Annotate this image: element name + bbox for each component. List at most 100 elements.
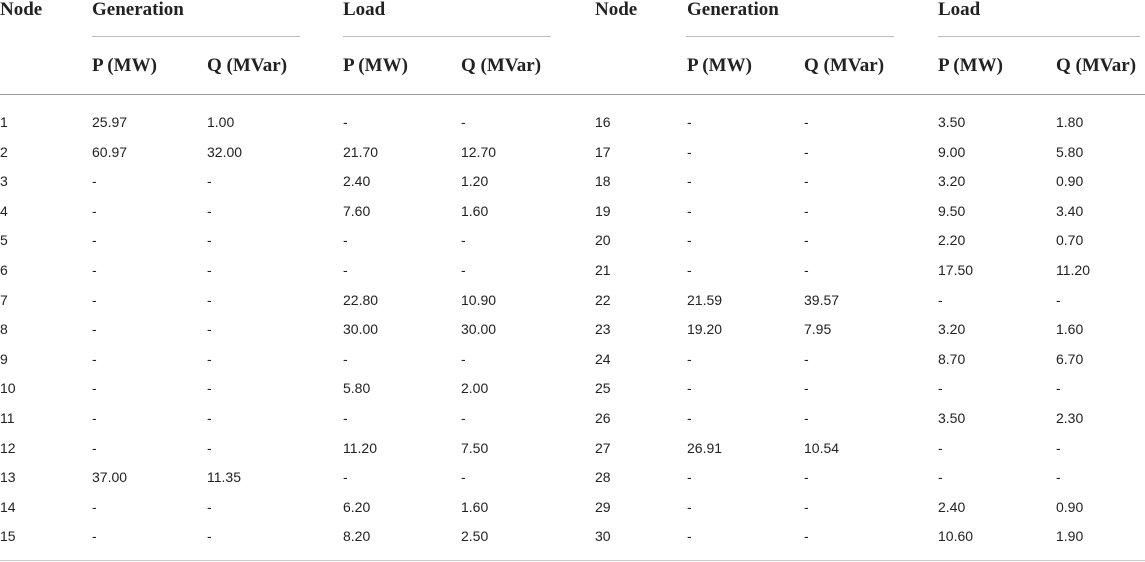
table-cell: 7.60 [343, 202, 371, 219]
table-cell: 2.30 [1056, 410, 1084, 426]
table-cell: 17.50 [938, 262, 974, 278]
table-cell: - [92, 350, 97, 367]
table-cell: 25.97 [92, 114, 128, 130]
table-cell: 21.70 [343, 143, 379, 160]
table-cell: - [92, 498, 97, 515]
column-header: Node [595, 0, 638, 20]
table-cell: - [804, 528, 809, 545]
table-cell: - [804, 232, 809, 249]
table-cell: - [687, 232, 692, 249]
table-cell: - [461, 262, 466, 278]
column-header: Load [343, 0, 386, 20]
table-cell: 20 [595, 232, 611, 249]
table-cell: 7 [0, 291, 8, 308]
header-rule [0, 94, 1145, 95]
table-cell: - [804, 469, 809, 486]
table-cell: 2.00 [461, 380, 489, 397]
group-rule [938, 36, 1140, 37]
table-cell: 9.50 [938, 202, 966, 219]
sub-header: P (MW) [343, 55, 408, 76]
table-cell: 3 [0, 173, 8, 190]
table-cell: 8 [0, 321, 8, 338]
table-cell: 29 [595, 498, 611, 515]
table-cell: - [343, 114, 348, 130]
table-cell: - [343, 262, 348, 278]
table-cell: 1.20 [461, 173, 489, 190]
table-cell: - [687, 262, 692, 278]
column-header: Generation [687, 0, 779, 20]
table-cell: 27 [595, 439, 611, 456]
table-cell: 0.70 [1056, 232, 1084, 249]
table-cell: - [92, 439, 97, 456]
sub-header: Q (MVar) [207, 55, 288, 76]
table-cell: 11.35 [207, 469, 241, 486]
table-cell: 6.70 [1056, 350, 1084, 367]
table-cell: - [207, 439, 212, 456]
table-cell: - [207, 528, 212, 545]
table-cell: - [343, 232, 348, 249]
table-cell: 30.00 [343, 321, 379, 338]
table-cell: - [207, 321, 212, 338]
table-cell: - [1056, 380, 1061, 397]
sub-header: P (MW) [938, 55, 1003, 76]
table-cell: 7.95 [804, 321, 832, 338]
table-cell: - [804, 143, 809, 160]
table-cell: 30.00 [461, 321, 497, 338]
table-cell: - [461, 469, 466, 486]
table-cell: - [92, 173, 97, 190]
table-cell: - [938, 439, 943, 456]
table-cell: - [938, 380, 943, 397]
table-cell: 3.20 [938, 173, 966, 190]
table-cell: 30 [595, 528, 611, 545]
table-cell: 10.60 [938, 528, 974, 545]
table-cell: 3.50 [938, 114, 966, 130]
table-cell: - [92, 380, 97, 397]
table-cell: - [687, 498, 692, 515]
table-cell: 2.20 [938, 232, 966, 249]
table-cell: 11 [0, 410, 15, 426]
table-cell: 28 [595, 469, 611, 486]
table-cell: 26.91 [687, 439, 723, 456]
table-cell: - [1056, 439, 1061, 456]
table-cell: - [687, 143, 692, 160]
table-cell: 11.20 [1056, 262, 1090, 278]
table-cell: - [804, 410, 809, 426]
table-cell: 22.80 [343, 291, 379, 308]
table-cell: - [938, 291, 943, 308]
table-cell: 13 [0, 469, 16, 486]
table-cell: 26 [595, 410, 611, 426]
table-cell: - [804, 173, 809, 190]
table-cell: - [687, 469, 692, 486]
table-cell: - [1056, 291, 1061, 308]
column-header: Load [938, 0, 981, 20]
table-cell: 5.80 [1056, 143, 1084, 160]
table-cell: - [687, 173, 692, 190]
table-cell: - [207, 262, 212, 278]
table-cell: 18 [595, 173, 611, 190]
table-cell: 1.90 [1056, 528, 1084, 545]
table-cell: 39.57 [804, 291, 840, 308]
table-cell: 5 [0, 232, 8, 249]
table-cell: 10.54 [804, 439, 840, 456]
table-cell: - [343, 410, 348, 426]
table-cell: 37.00 [92, 469, 128, 486]
table-cell: - [207, 350, 212, 367]
table-cell: 1.80 [1056, 114, 1084, 130]
table-cell: 6 [0, 262, 8, 278]
table-cell: 2.40 [938, 498, 966, 515]
table-cell: - [343, 350, 348, 367]
table-cell: 12 [0, 439, 16, 456]
table-cell: - [804, 202, 809, 219]
table-cell: - [92, 528, 97, 545]
table-cell: 14 [0, 498, 16, 515]
table-cell: - [687, 202, 692, 219]
table-cell: 23 [595, 321, 611, 338]
table-cell: 17 [595, 143, 611, 160]
table-cell: 3.40 [1056, 202, 1084, 219]
table-cell: - [461, 350, 466, 367]
table-cell: - [804, 498, 809, 515]
table-cell: 2.40 [343, 173, 371, 190]
group-rule [92, 36, 300, 37]
column-header: Generation [92, 0, 184, 20]
table-cell: 22 [595, 291, 611, 308]
